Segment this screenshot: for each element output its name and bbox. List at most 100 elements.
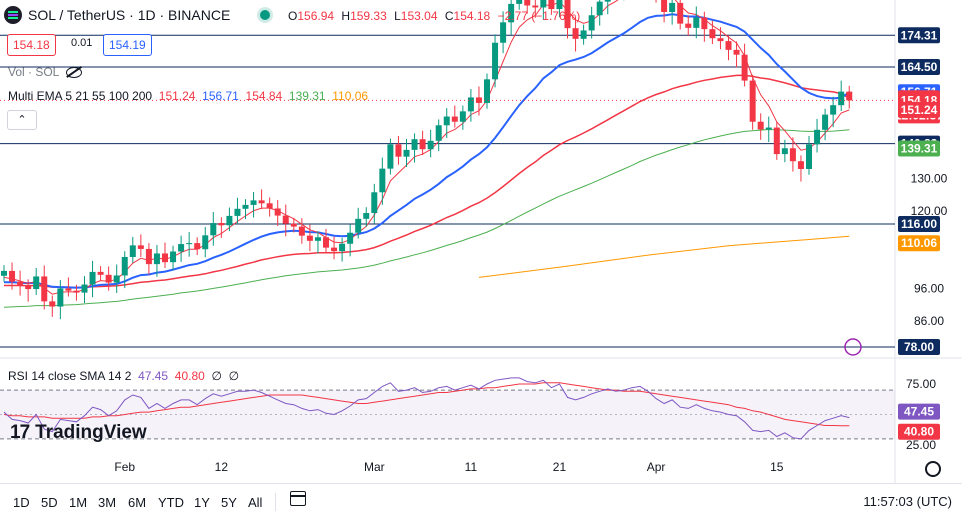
candle-body [604,0,611,2]
spread-value: 0.01 [71,37,93,49]
volume-label: Vol · SOL [8,65,59,79]
candle-body [822,114,829,130]
candle-body [773,127,780,155]
candle-body [347,232,354,244]
candle-body [202,235,209,250]
volume-legend[interactable]: Vol · SOL [8,65,83,79]
toolbar-separator [275,493,276,511]
candle-body [419,139,426,150]
candle-body [266,203,273,209]
candle-body [129,245,136,258]
price-label-box-hline [898,27,940,44]
candle-body [81,284,88,293]
timeframe-all-button[interactable]: All [248,495,263,510]
candle-body [588,15,595,31]
price-tick-label: 130.00 [911,172,948,186]
candle-body [65,288,72,291]
timeframe-3m-button[interactable]: 3M [98,495,117,510]
sell-price-button[interactable]: 154.18 [7,34,56,56]
ema100-value: 139.31 [288,89,326,103]
candle-body [540,0,547,8]
candle-body [33,276,40,290]
candle-body [846,91,853,101]
candle-body [789,148,796,162]
rsi-value-label: 40.80 [904,425,934,439]
candle-body [314,237,321,241]
candle-body [701,17,708,30]
candle-body [475,97,482,103]
price-label-box-hline [898,59,940,76]
candle-body [765,127,772,130]
timeframe-6m-button[interactable]: 6M [128,495,147,510]
low-key: L [394,9,401,23]
candle-body [532,5,539,8]
candle-body [25,285,32,290]
candle-body [306,235,313,241]
candle-body [97,271,104,275]
candle-body [556,0,563,10]
calendar-goto-date-icon[interactable] [290,491,306,506]
bottom-toolbar [0,483,962,520]
open-key: O [288,9,298,23]
timeframe-1d-button[interactable]: 1D [13,495,30,510]
candle-body [89,271,96,285]
candle-body [524,0,531,6]
price-label-hline: 116.00 [901,217,937,231]
rsi-value-label-box [898,403,940,420]
candle-body [210,223,217,236]
timeframe-5d-button[interactable]: 5D [41,495,58,510]
price-tick-label: 86.00 [914,314,944,328]
collapse-legend-button[interactable]: ⌃ [7,110,37,130]
ema21-value: 156.71 [202,89,239,103]
price-label-box-ema200 [898,235,940,252]
rsi-legend[interactable]: RSI 14 close SMA 14 2 47.45 40.80 ∅ ∅ [8,369,239,383]
candle-body [572,28,579,39]
timeframe-1y-button[interactable]: 1Y [194,495,210,510]
candle-body [717,38,724,42]
ema200-value: 110.06 [332,89,369,103]
candle-body [234,208,241,216]
high-key: H [341,9,351,23]
rsi-value: 47.45 [138,369,169,383]
candle-body [677,2,684,24]
candles-group [1,0,853,320]
time-tick-label: 11 [465,460,478,474]
candle-body [838,91,845,106]
rsi-sma-line [3,382,850,427]
candle-body [451,116,458,122]
symbol-title[interactable]: SOL / TetherUS · 1D · BINANCE [28,7,231,23]
buy-price-button[interactable]: 154.19 [103,34,152,56]
tradingview-logo[interactable]: 17 TradingView [10,422,147,444]
candle-body [516,0,523,4]
price-label-hline: 164.50 [901,60,938,74]
candle-body [41,276,48,302]
timeframe-1m-button[interactable]: 1M [69,495,88,510]
settings-gear-icon[interactable] [925,461,941,477]
candle-body [830,105,837,115]
rsi-tick-label: 75.00 [906,377,936,391]
candle-body [492,42,499,80]
timeframe-5y-button[interactable]: 5Y [221,495,237,510]
chart-header: SOL / TetherUS · 1D · BINANCE O156.94 H1… [0,0,900,30]
utc-clock[interactable]: 11:57:03 (UTC) [863,494,952,509]
time-tick-label: Feb [114,460,135,474]
candle-body [73,290,80,293]
candle-body [741,54,748,81]
ema21-line [4,13,850,289]
price-label-box-hline [898,216,940,232]
candle-body [709,29,716,39]
rsi-value-label-box [898,423,940,440]
tv-logo-text: TradingView [35,422,147,443]
ema-legend[interactable]: Multi EMA 5 21 55 100 200 151.24 156.71 … [8,89,368,103]
candle-body [564,0,571,29]
timeframe-ytd-button[interactable]: YTD [158,495,184,510]
price-tick-label: 120.00 [911,204,948,218]
candle-body [427,140,434,150]
ema55-line [4,74,850,289]
candle-body [250,200,257,205]
candle-body [749,80,756,122]
eye-hidden-icon[interactable] [66,67,83,79]
tv-logo-icon: 17 [10,422,30,443]
candle-body [387,144,394,169]
